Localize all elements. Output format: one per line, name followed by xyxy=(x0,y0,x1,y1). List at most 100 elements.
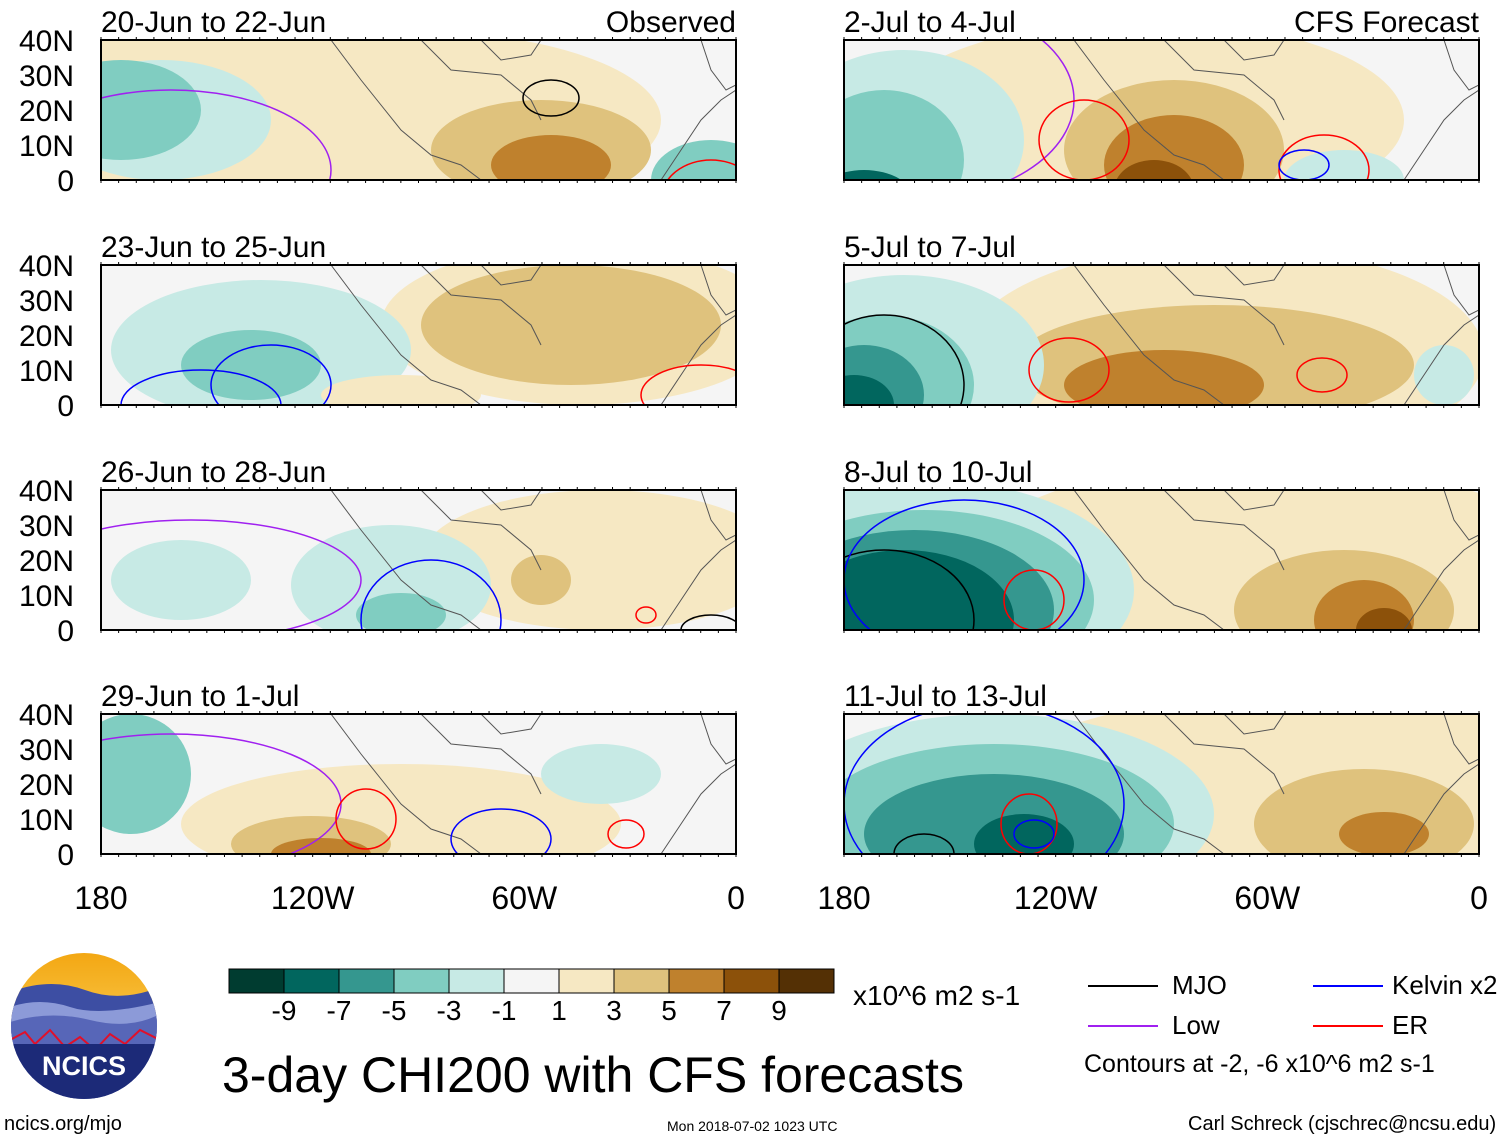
contour-line xyxy=(844,314,965,405)
lon-tick-label: 60W xyxy=(1234,880,1301,916)
coastline xyxy=(1073,40,1479,180)
contour-line xyxy=(640,364,736,405)
footer-timestamp: Mon 2018-07-02 1023 UTC xyxy=(667,1118,838,1134)
map-panel: 11-Jul to 13-Jul 180 120W 60W 0 xyxy=(817,680,1488,916)
shading-region xyxy=(844,375,894,405)
shading-region xyxy=(101,714,191,834)
legend-line-kelvin xyxy=(1313,985,1383,987)
contour-line xyxy=(1038,99,1130,180)
shading-region xyxy=(974,814,1074,854)
coastline xyxy=(330,490,736,630)
shading-region xyxy=(844,170,902,180)
lon-tick-label: 60W xyxy=(491,880,558,916)
colorbar-tick-label: 7 xyxy=(716,995,732,1025)
figure-title: 3-day CHI200 with CFS forecasts xyxy=(222,1047,964,1103)
panel-title: 5-Jul to 7-Jul xyxy=(844,231,1016,264)
shading-region xyxy=(511,555,571,605)
colorbar: -9 -7 -5 -3 -1 1 3 5 7 9 xyxy=(228,968,835,1025)
lat-tick-label: 10N xyxy=(19,130,74,163)
lat-tick-label: 20N xyxy=(19,95,74,128)
colorbar-swatch xyxy=(778,968,835,994)
legend-label-mjo: MJO xyxy=(1172,970,1227,1000)
lat-tick-label: 10N xyxy=(19,355,74,388)
contour-line xyxy=(335,788,397,850)
panels-svg: 20-Jun to 22-Jun Observed40N30N20N10N023-… xyxy=(19,6,1488,916)
legend-line-low xyxy=(1088,1025,1158,1027)
colorbar-swatch xyxy=(503,968,560,994)
contour-line xyxy=(120,369,282,405)
lon-tick-label: 120W xyxy=(271,880,355,916)
footer-url[interactable]: ncics.org/mjo xyxy=(4,1113,122,1135)
shading-region xyxy=(321,375,481,405)
colorbar-tick-label: 3 xyxy=(606,995,622,1025)
lat-tick-label: 0 xyxy=(57,165,74,198)
shading-region xyxy=(1064,350,1264,405)
lon-tick-label: 180 xyxy=(817,880,870,916)
contour-line xyxy=(1008,40,1075,180)
legend-line-mjo xyxy=(1088,985,1158,987)
contour-line xyxy=(844,549,975,630)
lon-tick-label: 0 xyxy=(727,880,745,916)
contour-line xyxy=(1003,569,1065,630)
panel-source-label: CFS Forecast xyxy=(1294,6,1480,39)
panel-title: 11-Jul to 13-Jul xyxy=(844,680,1047,713)
legend-label-kelvin: Kelvin x2 xyxy=(1392,970,1498,1000)
lon-tick-label: 180 xyxy=(74,880,127,916)
contour-line xyxy=(101,519,362,630)
colorbar-tick-label: -9 xyxy=(272,995,297,1025)
contour-line xyxy=(101,733,342,854)
lat-tick-label: 40N xyxy=(19,475,74,508)
contour-line xyxy=(210,344,332,405)
lat-tick-label: 20N xyxy=(19,545,74,578)
map-panel: 8-Jul to 10-Jul xyxy=(843,456,1480,633)
shading-region xyxy=(181,330,321,400)
contour-line xyxy=(360,559,502,630)
panel-title: 20-Jun to 22-Jun xyxy=(101,6,326,39)
lat-tick-label: 20N xyxy=(19,320,74,353)
ncics-logo: NCICS xyxy=(11,953,157,1099)
contour-line xyxy=(101,89,332,180)
coastline xyxy=(1073,490,1479,630)
lat-tick-label: 30N xyxy=(19,60,74,93)
contour-line xyxy=(666,159,736,180)
coastline xyxy=(330,265,736,405)
colorbar-tick-label: -7 xyxy=(327,995,352,1025)
contour-line xyxy=(635,606,657,624)
panel-source-label: Observed xyxy=(606,6,736,39)
shading-region xyxy=(111,540,251,620)
colorbar-tick-label: 9 xyxy=(771,995,787,1025)
contour-line xyxy=(1000,793,1058,854)
shading-region xyxy=(1356,608,1412,630)
shading-region xyxy=(101,60,201,160)
coastline xyxy=(330,714,736,854)
contour-line xyxy=(450,808,552,854)
legend-label-low: Low xyxy=(1172,1010,1220,1040)
colorbar-swatch xyxy=(283,968,340,994)
colorbar-tick-label: 5 xyxy=(661,995,677,1025)
colorbar-swatch xyxy=(338,968,395,994)
contour-line xyxy=(1278,134,1370,180)
lat-tick-label: 10N xyxy=(19,804,74,837)
shading-region xyxy=(421,265,721,385)
colorbar-swatch xyxy=(448,968,505,994)
lat-tick-label: 0 xyxy=(57,615,74,648)
shading-region xyxy=(1116,160,1192,180)
lat-tick-label: 0 xyxy=(57,390,74,423)
colorbar-swatch xyxy=(668,968,725,994)
panel-title: 8-Jul to 10-Jul xyxy=(844,456,1032,489)
contour-line xyxy=(893,833,955,854)
map-panel: 2-Jul to 4-Jul CFS Forecast xyxy=(843,6,1480,183)
contour-line xyxy=(1013,819,1055,849)
legend-label-er: ER xyxy=(1392,1010,1429,1040)
shading-region xyxy=(356,593,446,630)
shading-region xyxy=(844,90,964,180)
colorbar-swatch xyxy=(613,968,670,994)
lat-tick-label: 10N xyxy=(19,580,74,613)
coastline xyxy=(1073,265,1479,405)
contour-line xyxy=(607,819,645,849)
lat-tick-label: 0 xyxy=(57,839,74,872)
colorbar-tick-label: -5 xyxy=(382,995,407,1025)
